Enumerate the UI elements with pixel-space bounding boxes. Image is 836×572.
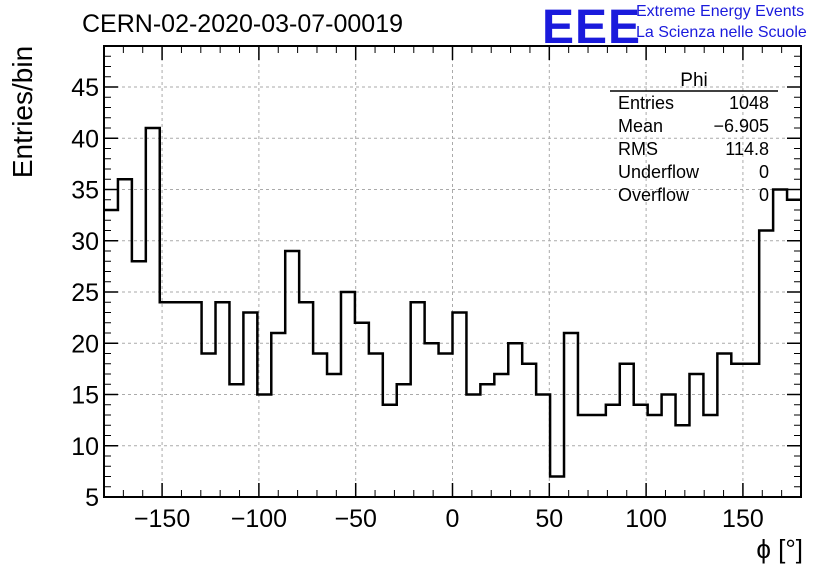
y-axis-label: Entries/bin bbox=[7, 46, 38, 178]
stats-row-label: Mean bbox=[618, 116, 663, 136]
stats-row-label: RMS bbox=[618, 139, 658, 159]
y-tick-label: 40 bbox=[71, 125, 99, 153]
x-tick-label: −50 bbox=[334, 505, 376, 533]
x-tick-label: −150 bbox=[134, 505, 190, 533]
x-tick-label: −100 bbox=[231, 505, 287, 533]
stats-row-value: 114.8 bbox=[725, 139, 769, 159]
y-tick-label: 30 bbox=[71, 228, 99, 256]
histogram-series bbox=[104, 126, 801, 478]
stats-title: Phi bbox=[680, 70, 707, 91]
stats-row-value: 0 bbox=[759, 162, 769, 182]
stats-row-value: 1048 bbox=[729, 93, 769, 113]
y-tick-label: 15 bbox=[71, 382, 99, 410]
y-tick-label: 20 bbox=[71, 330, 99, 358]
logo-line-1: Extreme Energy Events bbox=[636, 3, 805, 20]
stats-box: Phi Entries 1048 Mean −6.905 RMS 114.8 Underfl… bbox=[610, 70, 778, 205]
y-tick-label: 5 bbox=[85, 484, 99, 512]
logo-line-2: La Scienza nelle Scuole bbox=[636, 24, 807, 41]
grid-lines bbox=[104, 46, 801, 497]
x-tick-label: 150 bbox=[722, 505, 764, 533]
axis-ticks bbox=[103, 45, 802, 498]
x-tick-label: 0 bbox=[446, 505, 460, 533]
stats-row-label: Entries bbox=[618, 93, 674, 113]
x-axis-label: ϕ [°] bbox=[756, 534, 803, 564]
stats-row-label: Underflow bbox=[618, 162, 700, 182]
x-tick-label: 50 bbox=[535, 505, 563, 533]
y-tick-label: 35 bbox=[71, 177, 99, 205]
stats-row-value: 0 bbox=[759, 185, 769, 205]
stats-row-label: Overflow bbox=[618, 185, 690, 205]
eee-logo-icon: EEE bbox=[542, 1, 642, 54]
stats-row-value: −6.905 bbox=[713, 116, 769, 136]
y-tick-label: 25 bbox=[71, 279, 99, 307]
run-id-title: CERN-02-2020-03-07-00019 bbox=[82, 10, 404, 38]
x-tick-labels: −150 −100 −50 0 50 100 150 bbox=[134, 505, 764, 533]
y-tick-label: 45 bbox=[71, 74, 99, 102]
x-tick-label: 100 bbox=[625, 505, 667, 533]
y-tick-label: 10 bbox=[71, 433, 99, 461]
y-tick-labels: 5 10 15 20 25 30 35 40 45 bbox=[71, 74, 99, 512]
